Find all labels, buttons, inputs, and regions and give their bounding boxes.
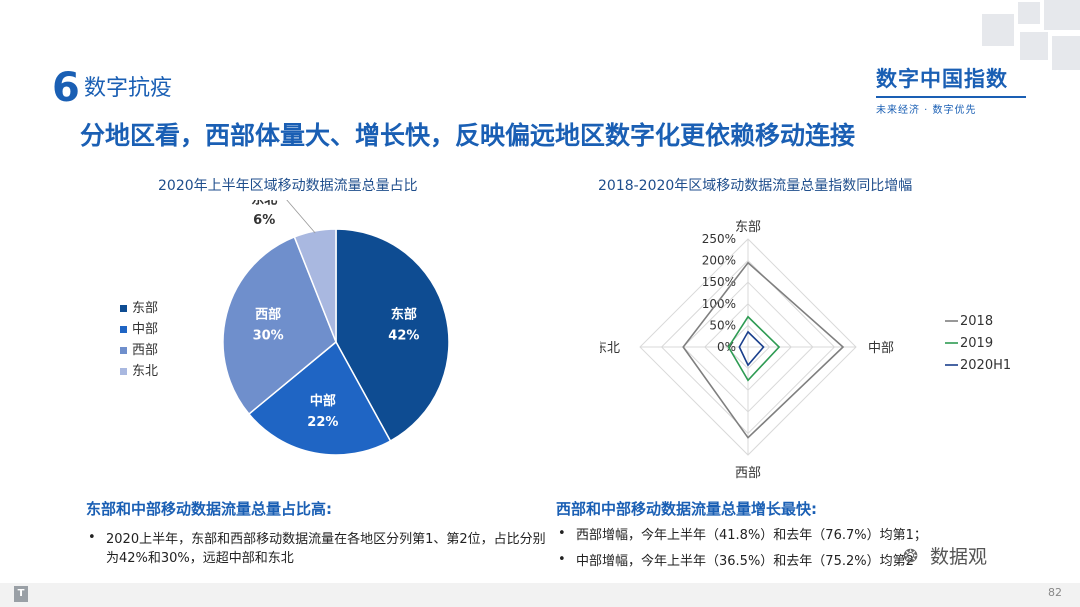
radar-legend-label: 2018 <box>960 314 993 329</box>
decorative-square <box>982 14 1014 46</box>
radar-tick-label: 50% <box>709 318 736 332</box>
bullet-dot: • <box>88 530 96 545</box>
pie-category-label: 中部 <box>310 393 336 409</box>
brand-slogan: 未来经济 · 数字优先 <box>876 105 977 116</box>
radar-axis-label: 东北 <box>600 341 620 356</box>
footer-logo: T <box>14 586 28 602</box>
section-number: 6 <box>52 65 80 111</box>
left-bullet-1: 2020上半年，东部和西部移动数据流量在各地区分列第1、第2位，占比分别为42%… <box>106 532 546 566</box>
legend-swatch <box>120 347 127 354</box>
legend-label: 东北 <box>132 364 158 379</box>
radar-legend-label: 2020H1 <box>960 358 1011 373</box>
left-heading: 东部和中部移动数据流量总量占比高: <box>86 500 333 518</box>
pie-slice-4 <box>293 228 337 343</box>
legend-swatch <box>120 368 127 375</box>
radar-tick-label: 150% <box>702 275 736 289</box>
legend-label: 西部 <box>132 343 158 358</box>
pie-value-label: 22% <box>307 415 338 430</box>
wechat-icon: ❂ <box>903 546 919 567</box>
brand-logo: 数字中国指数 未来经济 · 数字优先 <box>876 66 1046 116</box>
section-title: 数字抗疫 <box>84 76 173 101</box>
radar-chart-title: 2018-2020年区域移动数据流量总量指数同比增幅 <box>598 178 913 194</box>
legend-label: 东部 <box>132 301 158 316</box>
footer-bar <box>0 583 1080 607</box>
brand-divider <box>876 96 1026 98</box>
pie-category-label: 东部 <box>391 307 417 323</box>
decorative-square <box>1020 32 1048 60</box>
watermark: 数据观 <box>930 546 988 568</box>
pie-chart-title: 2020年上半年区域移动数据流量总量占比 <box>158 178 418 194</box>
legend-swatch <box>120 326 127 333</box>
pie-category-label: 东北 <box>251 200 277 207</box>
pie-value-label: 6% <box>253 213 275 228</box>
radar-series-2019 <box>727 315 781 382</box>
pie-leader-line <box>286 200 316 234</box>
legend-label: 中部 <box>132 322 158 337</box>
right-bullet-2: 中部增幅，今年上半年（36.5%）和去年（75.2%）均第2 <box>576 554 914 569</box>
radar-tick-label: 250% <box>702 232 736 246</box>
pie-slice-2 <box>247 340 392 456</box>
bullet-dot: • <box>558 552 566 567</box>
legend-swatch <box>120 305 127 312</box>
brand-name: 数字中国指数 <box>876 67 1008 91</box>
pie-category-label: 西部 <box>255 307 281 323</box>
radar-series-2018 <box>682 261 845 439</box>
headline: 分地区看，西部体量大、增长快，反映偏远地区数字化更依赖移动连接 <box>80 121 856 150</box>
bullet-dot: • <box>558 526 566 541</box>
radar-axis-label: 中部 <box>868 341 894 356</box>
decorative-square <box>1018 2 1040 24</box>
pie-slice-1 <box>335 228 450 443</box>
pie-value-label: 30% <box>253 329 284 344</box>
radar-axis-label: 东部 <box>735 220 761 235</box>
pie-value-label: 42% <box>388 329 419 344</box>
right-bullet-1: 西部增幅，今年上半年（41.8%）和去年（76.7%）均第1； <box>576 528 927 543</box>
pie-slice-3 <box>222 235 337 416</box>
right-heading: 西部和中部移动数据流量总量增长最快: <box>556 500 818 518</box>
radar-legend-label: 2019 <box>960 336 993 351</box>
radar-axis-label: 西部 <box>735 466 761 481</box>
radar-tick-label: 100% <box>702 297 736 311</box>
radar-series-2020H1 <box>738 330 765 367</box>
radar-tick-label: 0% <box>717 340 736 354</box>
radar-tick-label: 200% <box>702 254 736 268</box>
decorative-square <box>1044 0 1080 30</box>
page-number: 82 <box>1048 586 1062 599</box>
decorative-square <box>1052 36 1080 70</box>
